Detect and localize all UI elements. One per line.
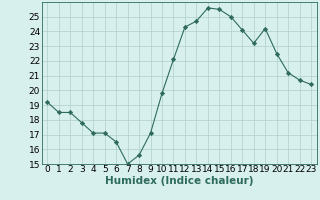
X-axis label: Humidex (Indice chaleur): Humidex (Indice chaleur) xyxy=(105,176,253,186)
